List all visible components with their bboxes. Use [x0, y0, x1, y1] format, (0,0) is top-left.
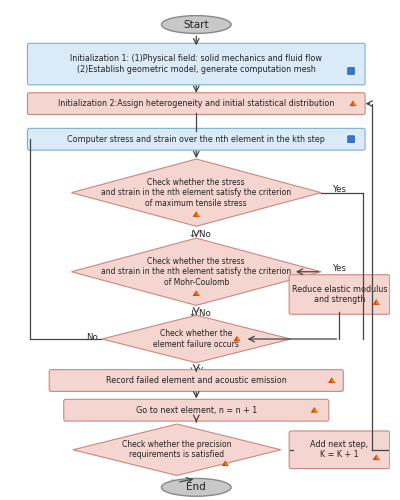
Polygon shape: [372, 299, 380, 305]
Text: ↓ No: ↓ No: [189, 230, 211, 239]
FancyBboxPatch shape: [28, 128, 365, 150]
Text: Add next step,
K = K + 1: Add next step, K = K + 1: [310, 440, 368, 460]
Polygon shape: [233, 336, 240, 342]
Ellipse shape: [162, 478, 231, 496]
Polygon shape: [193, 211, 200, 217]
Polygon shape: [196, 213, 199, 216]
Polygon shape: [72, 159, 321, 226]
Polygon shape: [372, 454, 380, 460]
Polygon shape: [73, 424, 281, 476]
Polygon shape: [102, 316, 291, 362]
Text: Check whether the stress
and strain in the nth element satisfy the criterion
of : Check whether the stress and strain in t…: [101, 257, 291, 286]
FancyBboxPatch shape: [28, 93, 365, 114]
Polygon shape: [225, 462, 228, 466]
Text: Check whether the
element failure occurs: Check whether the element failure occurs: [153, 330, 239, 348]
FancyBboxPatch shape: [289, 274, 390, 314]
Text: Start: Start: [184, 20, 209, 30]
Text: Check whether the precision
requirements is satisfied: Check whether the precision requirements…: [122, 440, 232, 460]
Text: Yes: Yes: [333, 185, 347, 194]
Polygon shape: [314, 408, 317, 412]
Polygon shape: [222, 460, 229, 466]
Polygon shape: [328, 378, 335, 383]
Text: Go to next element, n = n + 1: Go to next element, n = n + 1: [136, 406, 257, 414]
FancyBboxPatch shape: [289, 431, 390, 469]
Ellipse shape: [162, 16, 231, 34]
Text: Yes: Yes: [333, 264, 347, 274]
Polygon shape: [349, 100, 357, 106]
Text: Computer stress and strain over the nth element in the kth step: Computer stress and strain over the nth …: [67, 134, 325, 143]
Text: Initialization 1: (1)Physical field: solid mechanics and fluid flow
(2)Establish: Initialization 1: (1)Physical field: sol…: [70, 54, 322, 74]
Polygon shape: [353, 102, 356, 106]
Text: No: No: [294, 444, 306, 452]
Text: Record failed element and acoustic emission: Record failed element and acoustic emiss…: [106, 376, 287, 385]
Text: Check whether the stress
and strain in the nth element satisfy the criterion
of : Check whether the stress and strain in t…: [101, 178, 291, 208]
Text: End: End: [186, 482, 206, 492]
FancyBboxPatch shape: [348, 68, 354, 74]
Polygon shape: [193, 290, 200, 296]
Polygon shape: [332, 379, 334, 382]
Text: ↓ No: ↓ No: [189, 310, 211, 318]
Polygon shape: [311, 407, 318, 412]
FancyBboxPatch shape: [64, 400, 329, 421]
FancyBboxPatch shape: [348, 136, 354, 142]
Text: ↓ Yes: ↓ Yes: [188, 366, 212, 376]
Text: ↓ Yes: ↓ Yes: [169, 480, 193, 488]
FancyBboxPatch shape: [28, 44, 365, 85]
Polygon shape: [376, 456, 379, 460]
Text: No: No: [86, 332, 98, 342]
Text: Initialization 2:Assign heterogeneity and initial statistical distribution: Initialization 2:Assign heterogeneity an…: [58, 99, 334, 108]
Polygon shape: [72, 238, 321, 306]
Polygon shape: [376, 301, 379, 304]
FancyBboxPatch shape: [49, 370, 343, 392]
Polygon shape: [237, 338, 240, 341]
Text: Reduce elastic modulus
and strength: Reduce elastic modulus and strength: [292, 285, 387, 304]
Polygon shape: [196, 292, 199, 296]
